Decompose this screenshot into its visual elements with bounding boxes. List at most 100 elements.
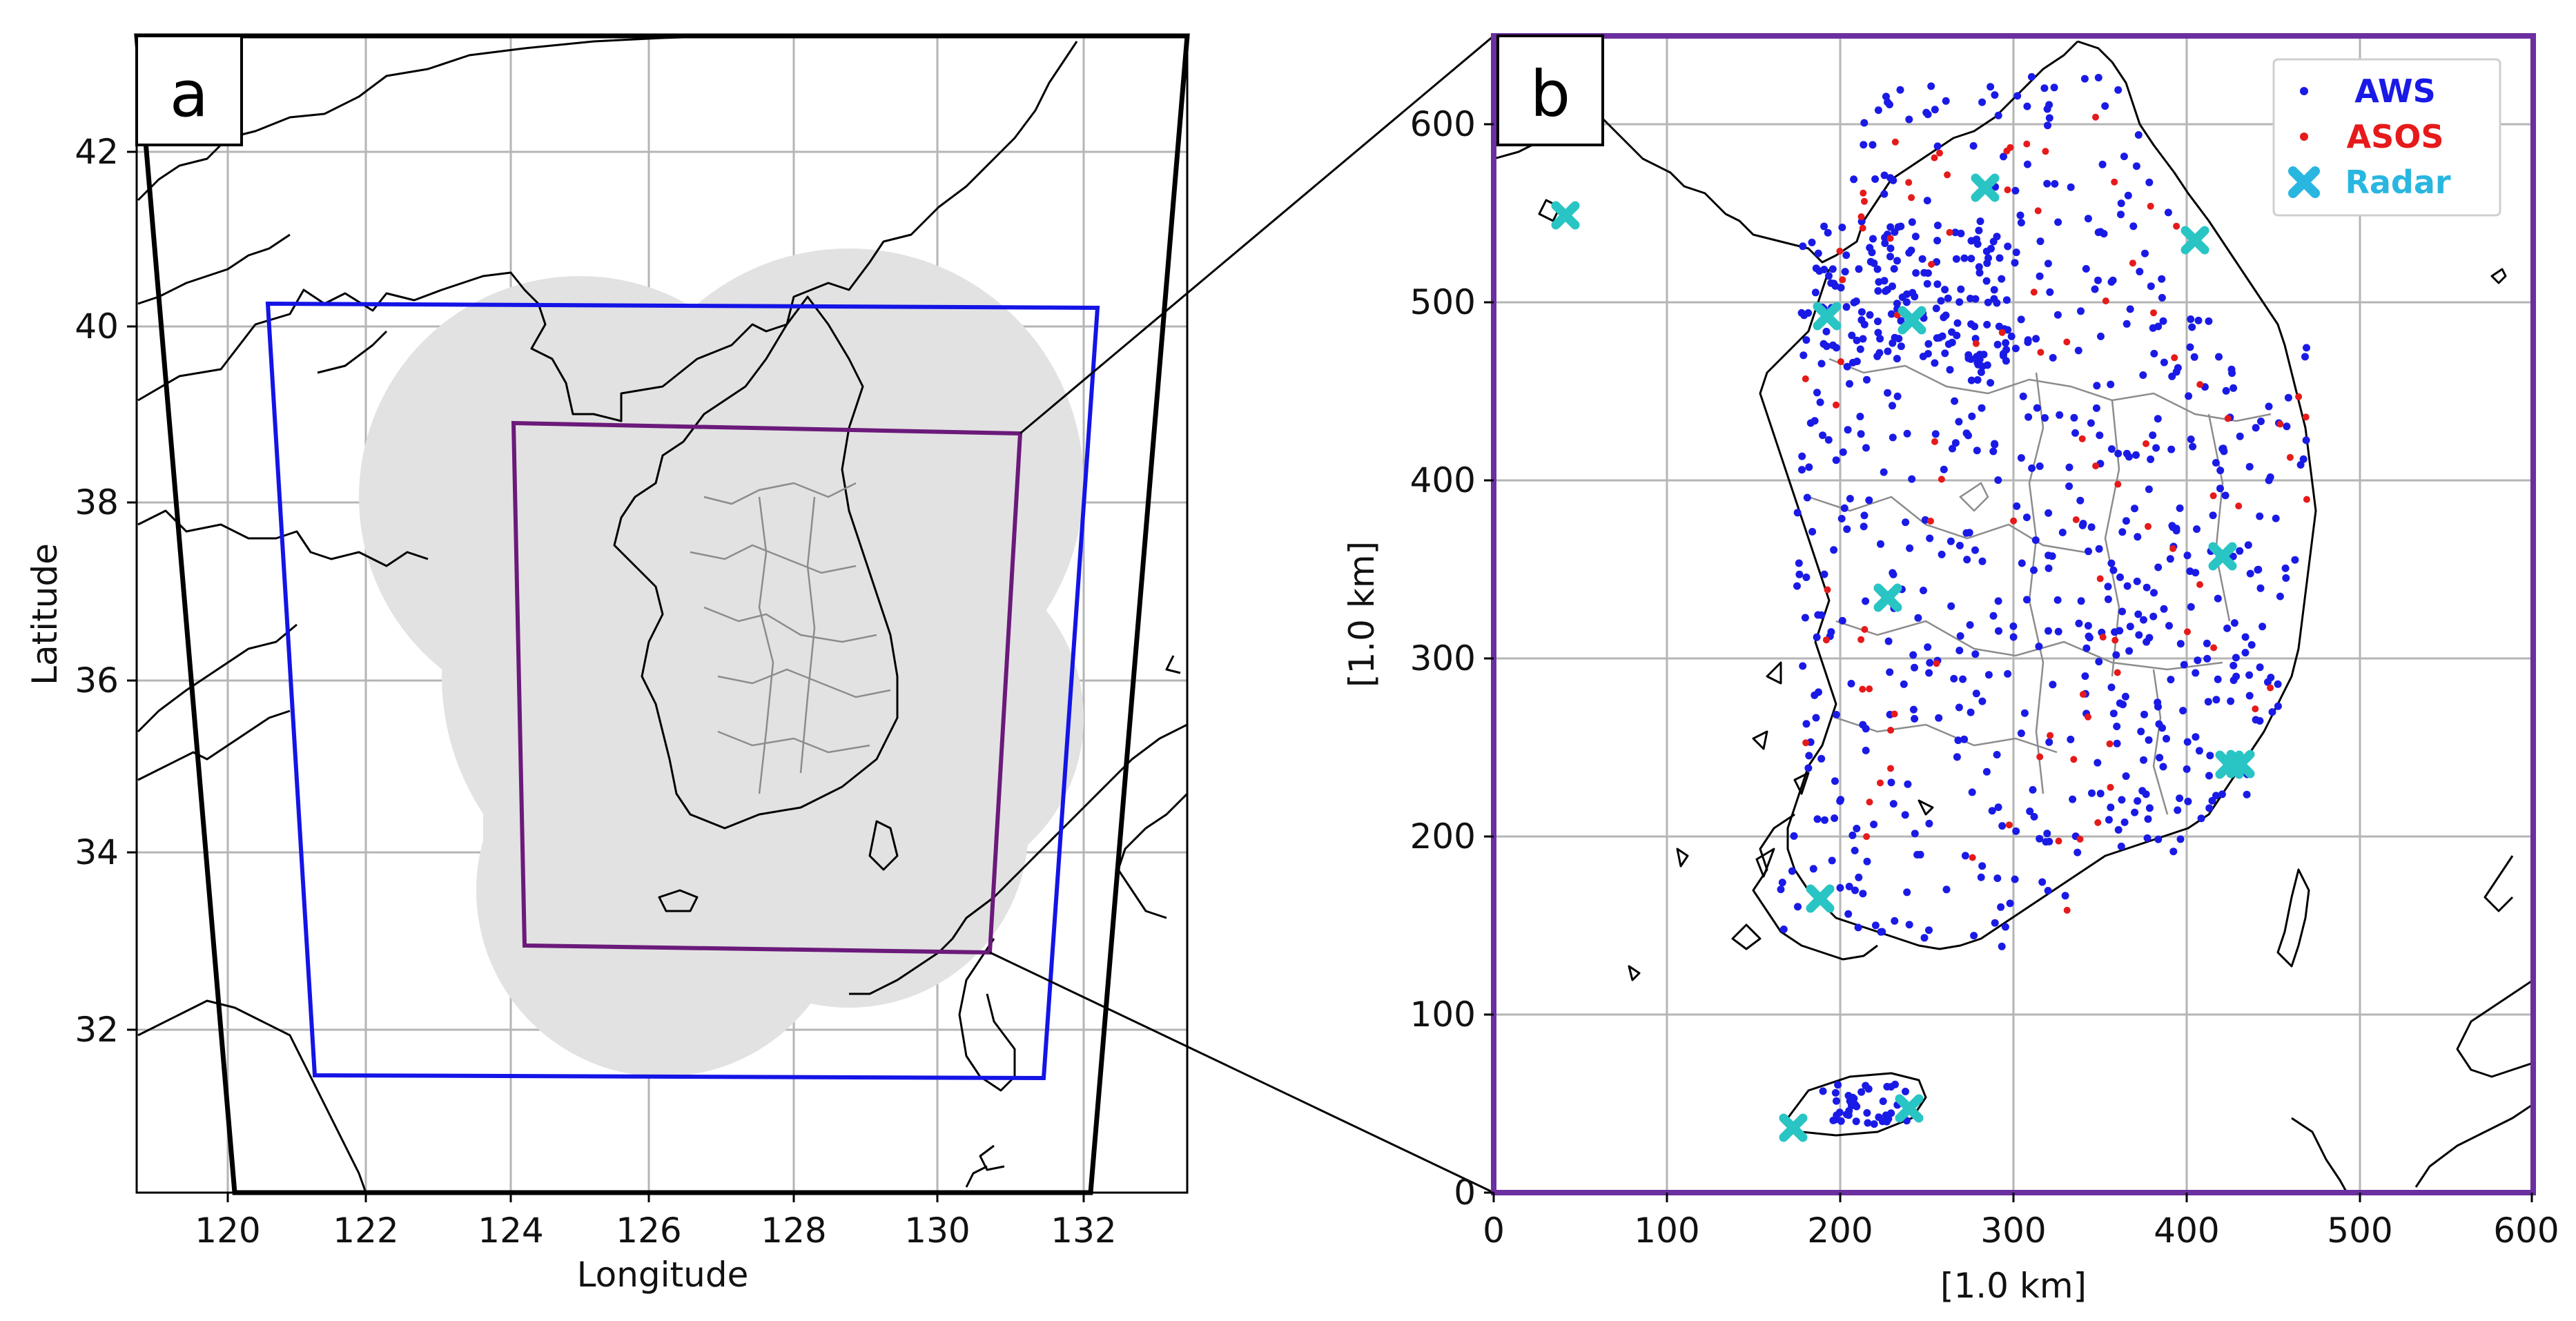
aws-station-point (1865, 496, 1873, 505)
aws-station-point (2244, 541, 2252, 549)
aws-station-point (2114, 825, 2123, 834)
aws-station-point (1946, 537, 1955, 545)
aws-station-point (1886, 101, 1893, 108)
aws-station-point (1828, 265, 1837, 273)
aws-station-point (1832, 456, 1840, 464)
aws-station-point (1978, 697, 1987, 705)
panel-a-x-axis-label: Longitude (577, 1255, 749, 1295)
asos-station-point (2111, 178, 2118, 186)
aws-station-point (2129, 222, 2138, 231)
asos-station-point (2072, 516, 2080, 523)
aws-station-point (2135, 631, 2143, 639)
aws-station-point (1944, 294, 1952, 302)
asos-station-point (1886, 235, 1894, 242)
aws-station-point (2281, 564, 2290, 572)
aws-station-point (1952, 255, 1960, 263)
aws-station-point (1866, 244, 1874, 252)
aws-station-point (2081, 672, 2089, 681)
panel-b-y-ticks: 600 500 400 300 200 100 0 (1410, 104, 1494, 1213)
aws-station-point (1857, 1088, 1866, 1096)
aws-station-point (1874, 287, 1882, 295)
aws-station-point (2017, 315, 2025, 324)
aws-station-point (2274, 680, 2282, 688)
aws-station-point (1956, 632, 1964, 640)
aws-station-point (1975, 268, 1984, 277)
aws-station-point (2215, 353, 2223, 361)
asos-station-point (2171, 354, 2178, 362)
middle-domain-boundary (265, 301, 1100, 1081)
aws-station-point (1902, 1088, 1909, 1095)
asos-station-point (2209, 492, 2217, 500)
aws-station-point (2266, 473, 2274, 481)
aws-station-point (1996, 254, 2004, 262)
aws-station-point (2221, 491, 2229, 500)
aws-station-point (2147, 456, 2155, 463)
aws-station-point (1911, 233, 1920, 241)
asos-station-point (1860, 189, 1867, 197)
aws-station-point (1953, 753, 1961, 761)
aws-station-point (1848, 831, 1857, 839)
asos-station-point (2147, 202, 2154, 210)
aws-station-point (2160, 358, 2168, 366)
aws-station-point (2236, 432, 2244, 440)
aws-station-point (2268, 708, 2276, 716)
aws-station-point (1949, 444, 1956, 453)
aws-station-point (1860, 522, 1868, 531)
aws-station-point (2174, 364, 2182, 372)
aws-station-point (1850, 175, 1858, 184)
aws-station-point (1820, 570, 1828, 578)
aws-station-point (1890, 265, 1898, 273)
aws-station-point (2049, 353, 2057, 362)
aws-station-point (2018, 559, 2026, 567)
aws-station-point (2192, 569, 2200, 577)
aws-station-point (1834, 1081, 1842, 1089)
panel-b-y-tick-label: 600 (1410, 104, 1476, 144)
panel-b-label-box: b (1496, 35, 1604, 146)
aws-station-point (2230, 619, 2238, 627)
aws-station-point (2093, 382, 2101, 390)
asos-station-point (1863, 833, 1871, 841)
aws-station-point (2035, 643, 2043, 651)
aws-station-point (2117, 842, 2125, 850)
aws-station-point (1799, 242, 1807, 251)
aws-station-point (2007, 332, 2016, 340)
panel-a-y-ticks: 42 40 38 36 34 32 (75, 132, 137, 1050)
aws-station-point (2163, 734, 2170, 743)
panel-b-y-tick-label: 100 (1410, 995, 1476, 1035)
aws-station-point (1931, 430, 1940, 438)
aws-station-point (1840, 504, 1848, 512)
aws-station-point (1877, 540, 1884, 548)
aws-station-point (1831, 814, 1839, 822)
asos-station-point (1866, 799, 1873, 806)
aws-station-point (1911, 293, 1919, 301)
aws-station-point (2140, 616, 2147, 624)
asos-station-point (2085, 713, 2091, 721)
asos-station-point (2047, 732, 2054, 739)
aws-station-point (2136, 268, 2144, 275)
aws-station-point (1891, 917, 1899, 925)
panel-b-y-axis-label: [1.0 km] (1342, 541, 1382, 687)
aws-station-point (1994, 111, 2002, 119)
panel-a-x-ticks: 120 122 124 126 128 130 132 (195, 1193, 1117, 1251)
aws-station-point (1994, 476, 2002, 485)
aws-station-point (1927, 82, 1935, 90)
aws-station-point (2118, 528, 2127, 536)
aws-station-point (2180, 660, 2188, 669)
radar-site-marker (2180, 226, 2209, 255)
aws-station-point (2282, 574, 2290, 582)
aws-station-point (2195, 747, 2203, 755)
aws-station-point (1846, 380, 1853, 388)
aws-station-point (1842, 303, 1851, 311)
aws-station-point (1909, 651, 1918, 659)
radar-sites (1551, 173, 2255, 1142)
aws-station-point (1887, 1109, 1895, 1117)
aws-station-point (2122, 517, 2130, 525)
aws-station-point (2029, 785, 2037, 794)
aws-station-point (2158, 293, 2166, 302)
aws-station-point (2004, 242, 2012, 251)
aws-station-point (1926, 658, 1934, 667)
aws-station-point (1860, 511, 1868, 520)
aws-station-point (1920, 934, 1929, 942)
aws-station-point (2131, 808, 2139, 816)
aws-station-point (1829, 341, 1837, 349)
